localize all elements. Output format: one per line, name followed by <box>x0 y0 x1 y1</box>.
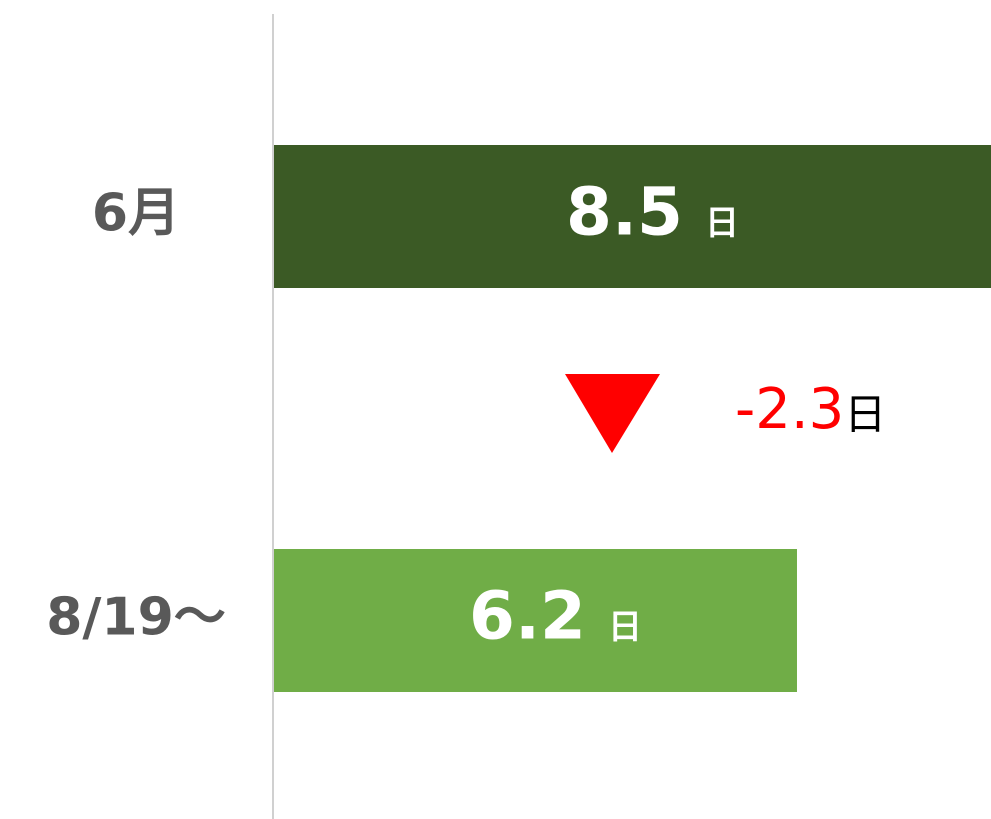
bar-unit: 日 <box>608 607 642 647</box>
category-label: 8/19～ <box>46 588 226 648</box>
bar <box>274 145 991 288</box>
bar-label: 8.5 日 <box>566 174 739 251</box>
bar-unit: 日 <box>705 203 739 243</box>
bar <box>274 549 797 692</box>
category-label: 6月 <box>92 184 180 244</box>
bar-value: 6.2 <box>469 578 586 655</box>
difference-value: -2.3 <box>735 377 844 442</box>
difference-label: -2.3日 <box>735 377 886 442</box>
bar-label: 6.2 日 <box>469 578 642 655</box>
bar-value: 8.5 <box>566 174 683 251</box>
difference-unit: 日 <box>844 390 886 439</box>
down-arrow <box>565 374 660 453</box>
